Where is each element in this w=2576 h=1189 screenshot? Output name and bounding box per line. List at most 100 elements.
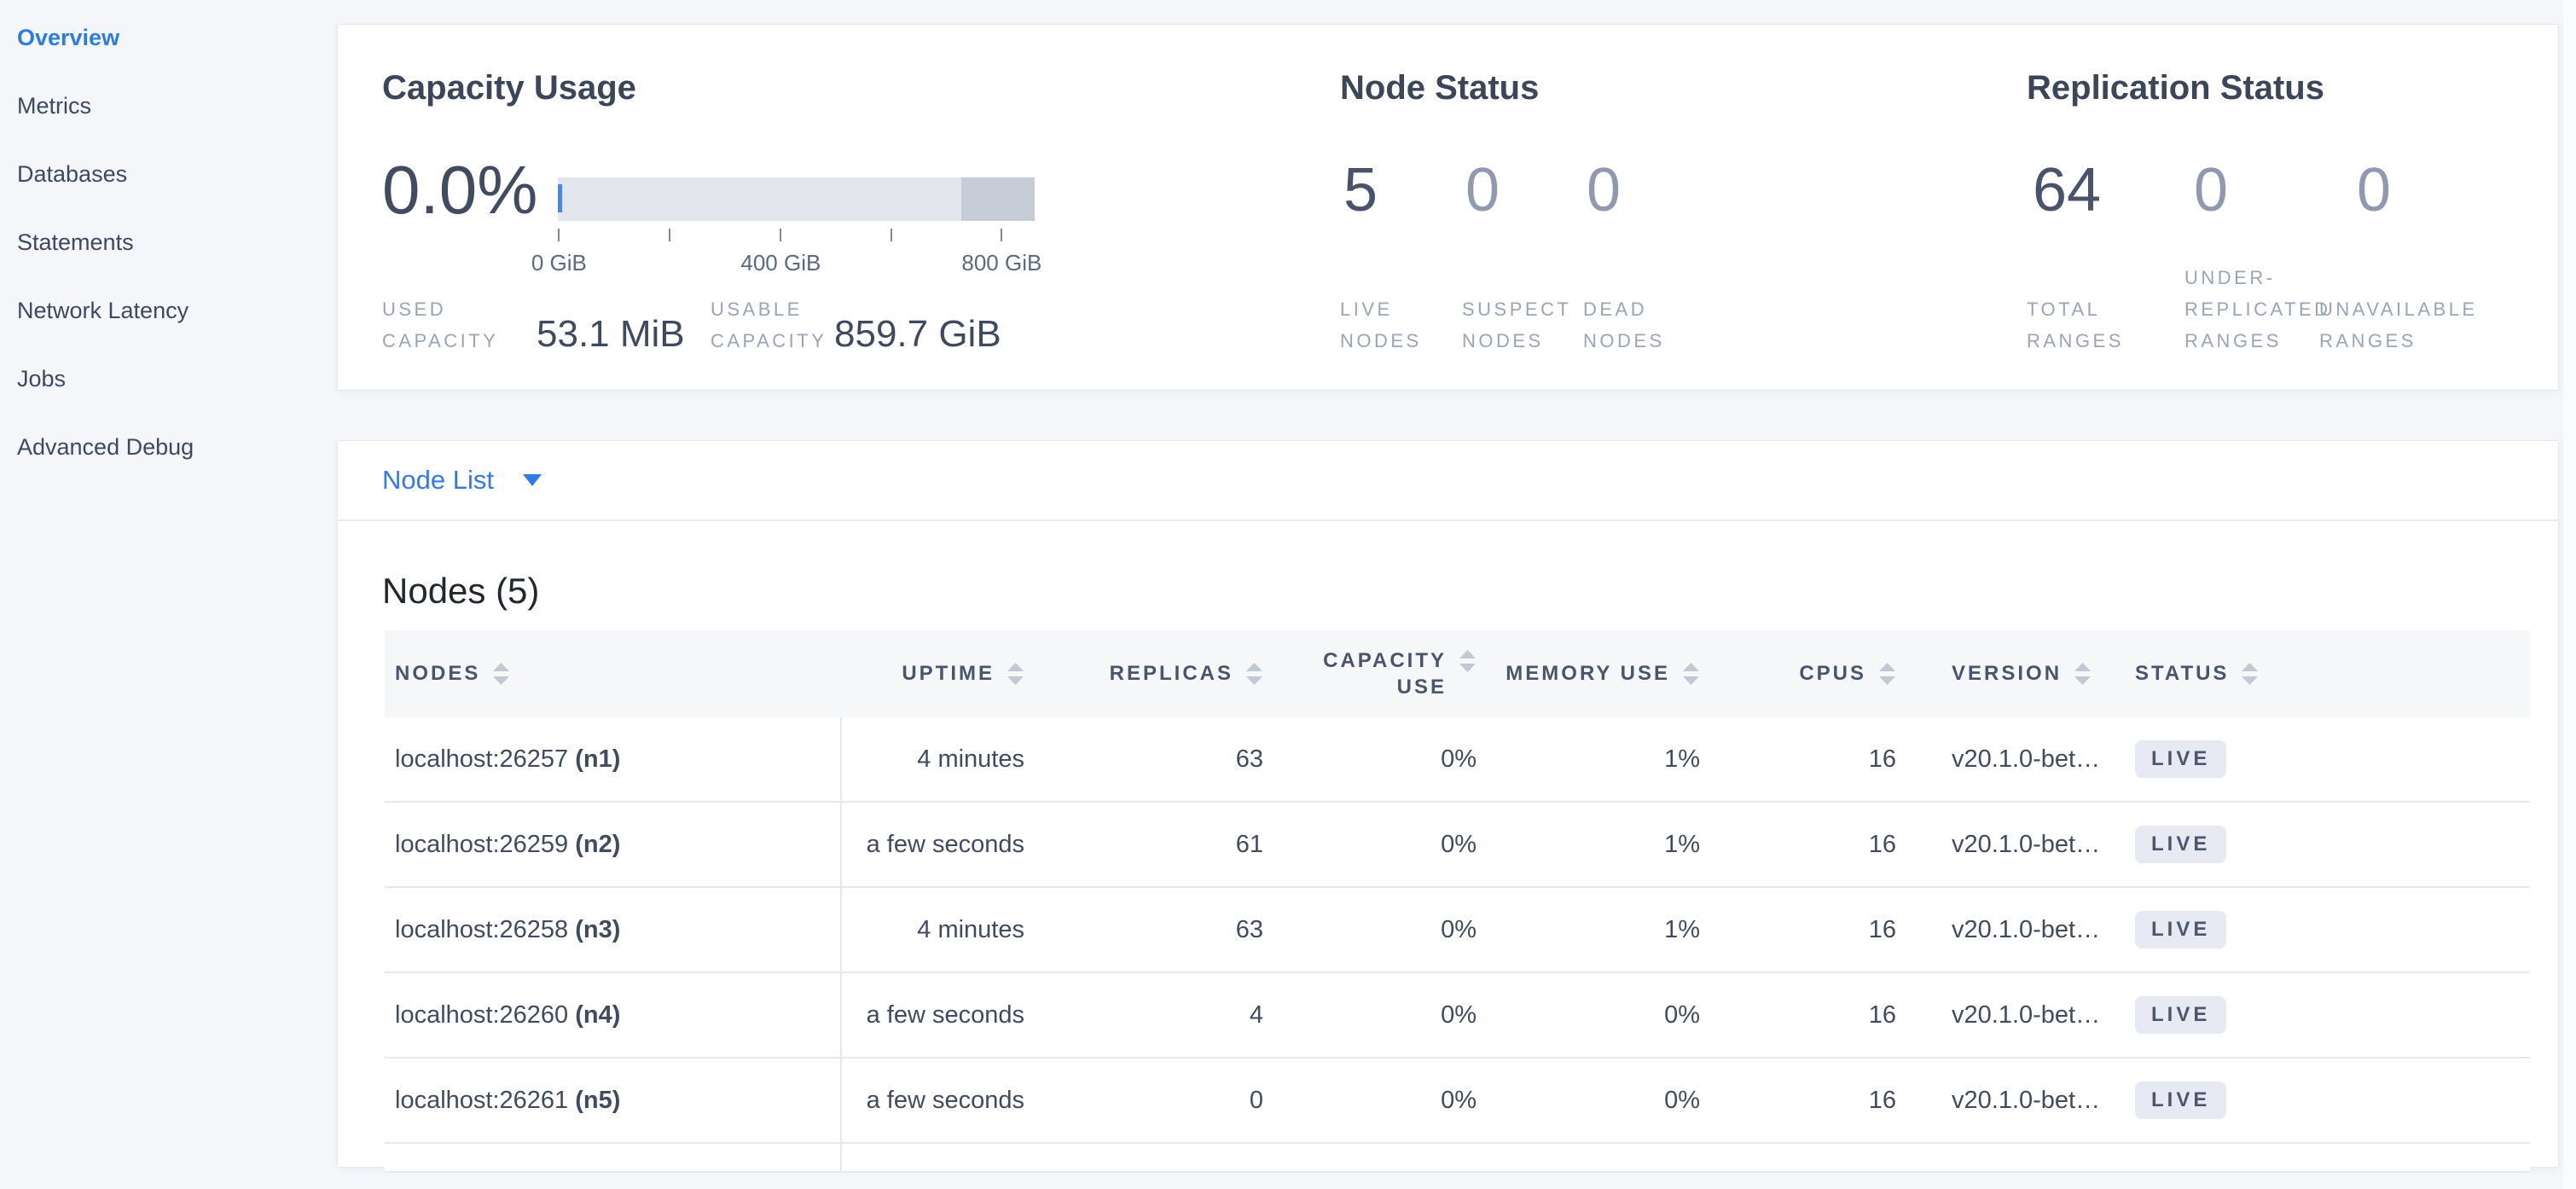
- main-content: Capacity Usage 0.0%: [337, 0, 2559, 1173]
- cpus-cell: 16: [1709, 717, 1905, 803]
- status-cell: LIVE: [2129, 717, 2530, 803]
- column-header-uptime[interactable]: UPTIME: [841, 630, 1033, 717]
- node-status-title: Node Status: [1340, 69, 1540, 107]
- node-address-cell[interactable]: localhost:26259 (n2): [385, 802, 842, 888]
- chevron-down-icon: [522, 474, 542, 486]
- total-ranges-metric: 64 TOTAL RANGES: [2027, 156, 2124, 351]
- status-badge: LIVE: [2135, 1082, 2227, 1119]
- sort-icon: [1879, 663, 1895, 685]
- memory-use-cell: 1%: [1485, 887, 1709, 973]
- column-header-capacity-use[interactable]: CAPACITY USE: [1272, 630, 1485, 717]
- cluster-summary-card: Capacity Usage 0.0%: [337, 24, 2559, 391]
- sidebar-item-metrics[interactable]: Metrics: [17, 92, 91, 119]
- node-address-cell[interactable]: localhost:26257 (n1): [385, 717, 842, 803]
- node-list-card: Node List Nodes (5) NODES: [337, 440, 2559, 1173]
- capacity-use-cell: 0%: [1272, 717, 1485, 803]
- axis-label-400gib: 400 GiB: [740, 250, 821, 276]
- replicas-cell: 63: [1033, 717, 1272, 803]
- axis-label-0gib: 0 GiB: [531, 250, 587, 276]
- sidebar: Overview Metrics Databases Statements Ne…: [0, 0, 337, 481]
- axis-label-800gib: 800 GiB: [961, 250, 1042, 276]
- view-selector-dropdown[interactable]: Node List: [338, 441, 2558, 521]
- version-cell: v20.1.0-bet…: [1905, 972, 2129, 1058]
- replicas-cell: 61: [1033, 802, 1272, 888]
- used-capacity-label: USED CAPACITY: [382, 299, 499, 351]
- replicas-cell: 63: [1033, 887, 1272, 973]
- capacity-gauge-axis-labels: 0 GiB 400 GiB 800 GiB: [531, 250, 1041, 276]
- sidebar-item-statements[interactable]: Statements: [17, 229, 134, 255]
- capacity-use-cell: 0%: [1272, 802, 1485, 888]
- column-header-cpus[interactable]: CPUS: [1709, 630, 1905, 717]
- sort-icon: [1459, 650, 1476, 672]
- capacity-gauge-bar: [558, 177, 1036, 221]
- replicas-cell: 0: [1033, 1058, 1272, 1144]
- sidebar-item-advanced-debug[interactable]: Advanced Debug: [17, 433, 194, 460]
- table-header-row: NODES UPTIME REPLICAS: [385, 630, 2530, 717]
- node-address-cell[interactable]: localhost:26260 (n4): [385, 972, 842, 1058]
- uptime-cell: a few seconds: [841, 802, 1033, 888]
- unavailable-ranges-metric: 0 UNAVAILABLE RANGES: [2319, 156, 2478, 351]
- capacity-usage-section: Capacity Usage 0.0%: [382, 25, 1340, 390]
- version-cell: v20.1.0-bet…: [1905, 887, 2129, 973]
- sort-icon: [493, 663, 510, 685]
- table-row-n1: localhost:26257 (n1) 4 minutes 63 0% 1% …: [385, 717, 2530, 803]
- node-address-cell[interactable]: localhost:26258 (n3): [385, 887, 842, 973]
- used-capacity-value: 53.1 MiB: [537, 313, 685, 355]
- scrollbar[interactable]: [2563, 0, 2576, 1189]
- sort-icon: [2074, 663, 2092, 685]
- view-selector-label: Node List: [382, 465, 494, 495]
- column-header-version[interactable]: VERSION: [1905, 630, 2129, 717]
- capacity-stats: USED CAPACITY 53.1 MiB USABLE CAPACITY 8…: [382, 293, 1340, 357]
- uptime-cell: a few seconds: [841, 972, 1033, 1058]
- column-header-memory-use[interactable]: MEMORY USE: [1485, 630, 1709, 717]
- capacity-percent-value: 0.0%: [382, 152, 538, 228]
- replicas-cell: 4: [1033, 972, 1272, 1058]
- suspect-nodes-metric: 0 SUSPECT NODES: [1462, 156, 1572, 351]
- column-header-nodes[interactable]: NODES: [385, 630, 841, 717]
- status-badge: LIVE: [2135, 996, 2227, 1034]
- dead-nodes-metric: 0 DEAD NODES: [1583, 156, 1665, 351]
- capacity-use-cell: 0%: [1272, 1058, 1485, 1144]
- capacity-gauge-used-segment: [558, 184, 563, 212]
- usable-capacity-value: 859.7 GiB: [834, 313, 1001, 355]
- nodes-table: NODES UPTIME REPLICAS: [385, 630, 2530, 1173]
- sidebar-item-network-latency[interactable]: Network Latency: [17, 297, 189, 323]
- column-header-replicas[interactable]: REPLICAS: [1033, 630, 1272, 717]
- cpus-cell: 16: [1709, 972, 1905, 1058]
- cpus-cell: 16: [1709, 887, 1905, 973]
- table-row-n5: localhost:26261 (n5) a few seconds 0 0% …: [385, 1058, 2530, 1144]
- node-address-cell[interactable]: localhost:26261 (n5): [385, 1058, 842, 1144]
- sort-icon: [1007, 663, 1024, 685]
- nodes-table-title: Nodes (5): [382, 571, 540, 611]
- uptime-cell: a few seconds: [841, 1058, 1033, 1144]
- sort-icon: [2242, 663, 2259, 685]
- capacity-use-cell: 0%: [1272, 972, 1485, 1058]
- memory-use-cell: 1%: [1485, 717, 1709, 803]
- column-header-status[interactable]: STATUS: [2129, 630, 2530, 717]
- capacity-gauge-ticks: [558, 229, 1035, 241]
- table-row-n3: localhost:26258 (n3) 4 minutes 63 0% 1% …: [385, 887, 2530, 973]
- version-cell: v20.1.0-bet…: [1905, 717, 2129, 803]
- table-row-n2: localhost:26259 (n2) a few seconds 61 0%…: [385, 802, 2530, 888]
- sidebar-item-databases[interactable]: Databases: [17, 160, 128, 187]
- replication-status-section: Replication Status 64 TOTAL RANGES 0 UND…: [2027, 25, 2514, 390]
- memory-use-cell: 1%: [1485, 802, 1709, 888]
- status-badge: LIVE: [2135, 826, 2227, 863]
- sidebar-item-overview[interactable]: Overview: [17, 24, 120, 50]
- replication-status-title: Replication Status: [2027, 69, 2324, 107]
- version-cell: v20.1.0-bet…: [1905, 802, 2129, 888]
- capacity-gauge-reserved-segment: [961, 177, 1036, 221]
- capacity-use-cell: 0%: [1272, 887, 1485, 973]
- memory-use-cell: 0%: [1485, 972, 1709, 1058]
- uptime-cell: 4 minutes: [841, 887, 1033, 973]
- table-empty-row: [385, 1143, 2530, 1173]
- status-cell: LIVE: [2129, 1058, 2530, 1144]
- sidebar-item-jobs[interactable]: Jobs: [17, 365, 67, 392]
- status-cell: LIVE: [2129, 802, 2530, 888]
- sort-icon: [1246, 663, 1262, 685]
- under-replicated-ranges-metric: 0 UNDER- REPLICATED RANGES: [2184, 156, 2331, 351]
- status-badge: LIVE: [2135, 911, 2227, 948]
- node-status-section: Node Status 5 LIVE NODES 0 SUSPECT NODE: [1340, 25, 2027, 390]
- uptime-cell: 4 minutes: [841, 717, 1033, 803]
